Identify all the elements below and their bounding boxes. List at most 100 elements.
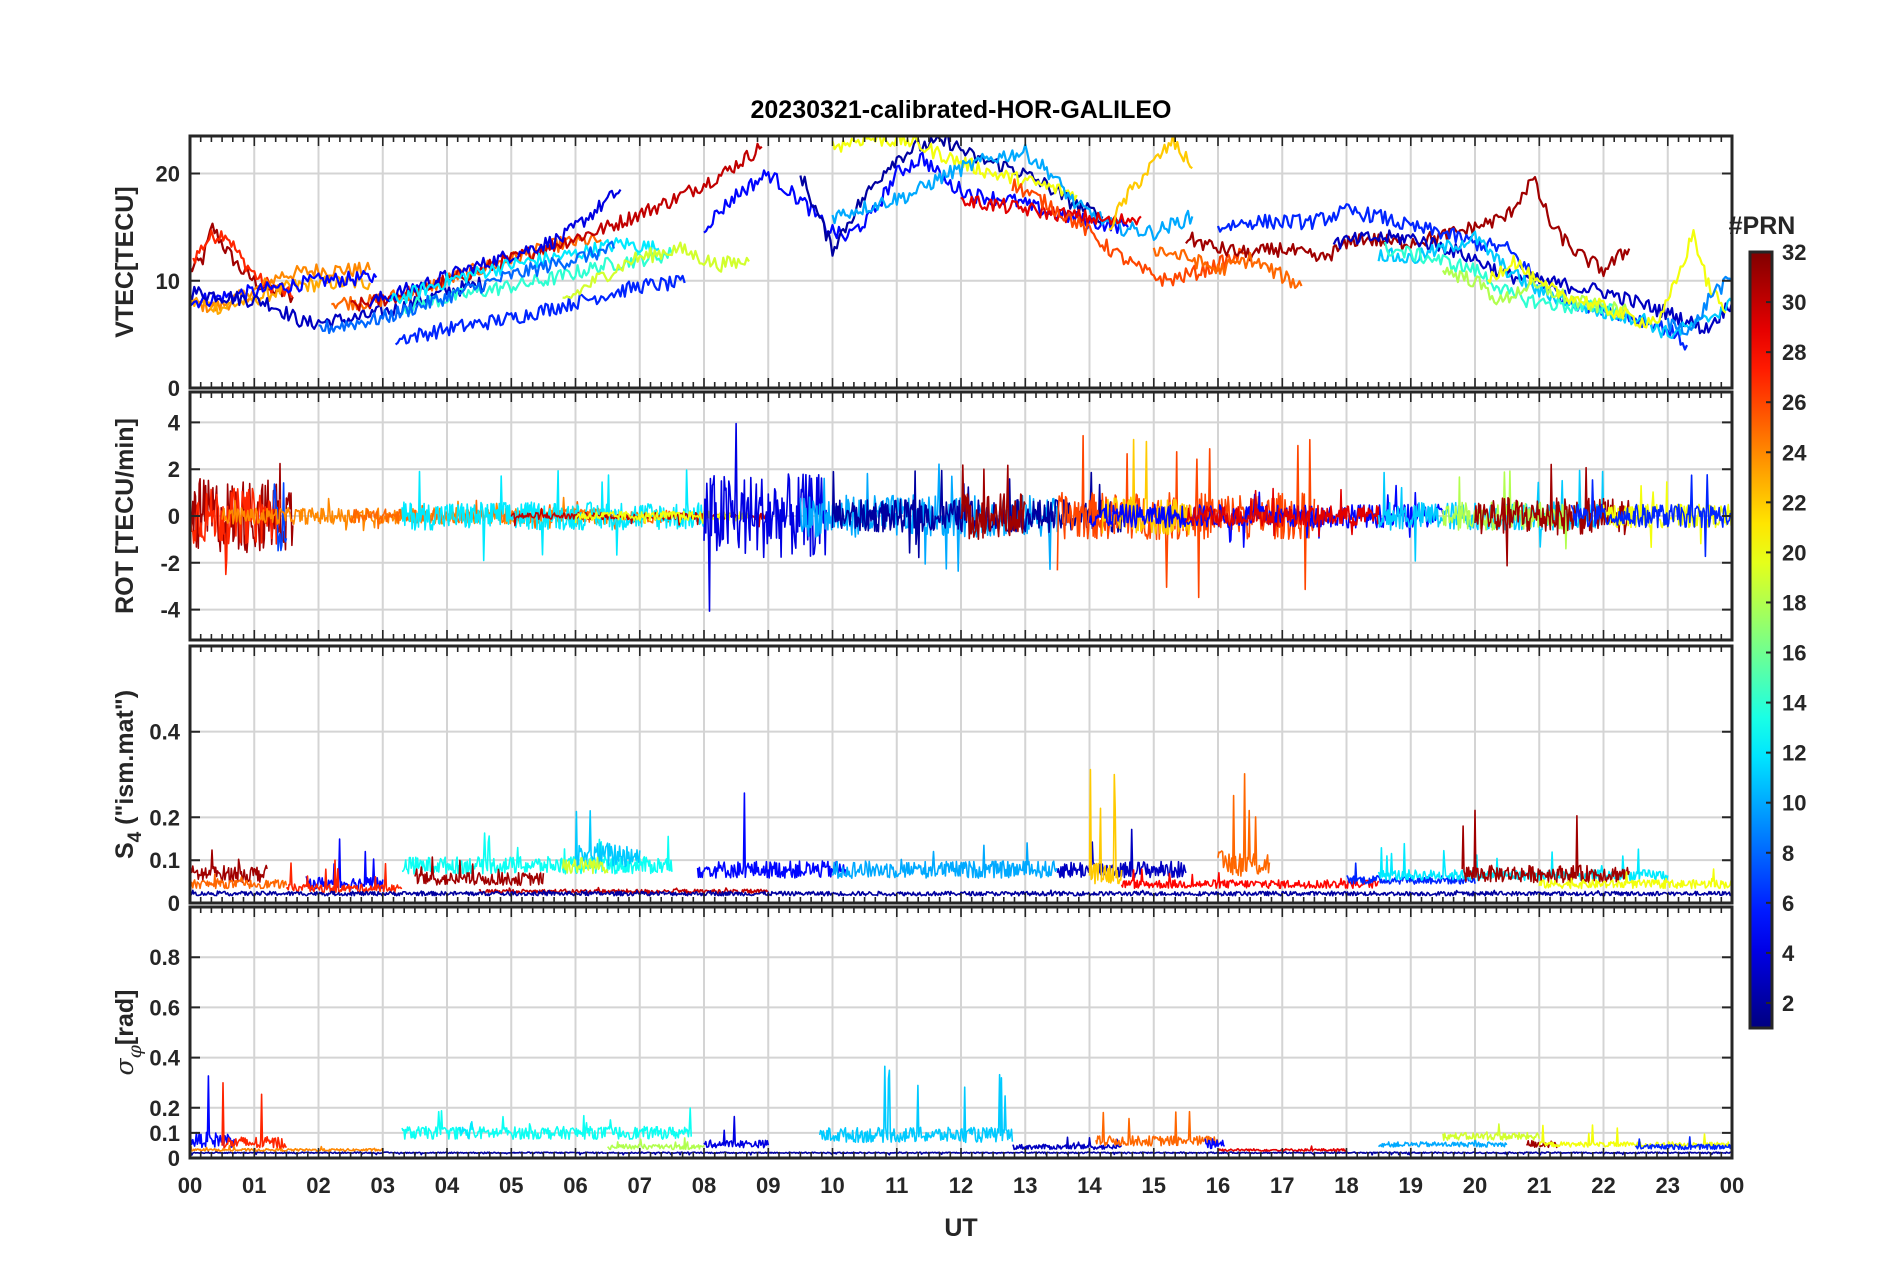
x-tick-label: 13 xyxy=(1013,1173,1037,1198)
y-tick-label: 0.2 xyxy=(149,1096,180,1121)
s4-series-prn-13 xyxy=(401,832,673,875)
colorbar-tick-label: 4 xyxy=(1782,941,1795,966)
panel-sigma_phi: 00.10.2 0.4 0.6 0.8σφ[rad] xyxy=(110,905,1734,1171)
series-group xyxy=(190,422,1732,612)
colorbar-tick-label: 32 xyxy=(1782,240,1806,265)
x-tick-label: 17 xyxy=(1270,1173,1294,1198)
y-axis-title-sigma_phi: σφ[rad] xyxy=(110,990,146,1076)
y-tick-label: 0 xyxy=(168,891,180,916)
colorbar-tick-label: 20 xyxy=(1782,540,1806,565)
y-tick-label: 0.4 xyxy=(149,720,180,745)
x-tick-label: 04 xyxy=(435,1173,460,1198)
sigma_phi-series-prn-13 xyxy=(401,1107,692,1140)
sigma_phi-series-prn-3 xyxy=(1012,1136,1123,1151)
sigma_phi-series-prn-4 xyxy=(703,1115,770,1149)
s4-series-prn-22 xyxy=(1088,768,1123,885)
colorbar-tick-label: 26 xyxy=(1782,390,1806,415)
vtec-series-prn-27 xyxy=(192,229,294,298)
rot-series-prn-4 xyxy=(703,422,827,612)
s4-series-prn-5 xyxy=(696,792,847,879)
rot-series-prn-20 xyxy=(574,510,750,525)
s4-series-prn-31 xyxy=(190,849,268,884)
sigma_phi-series-prn-12 xyxy=(459,1121,474,1140)
colorbar-tick-label: 14 xyxy=(1782,691,1807,716)
s4-series-prn-10 xyxy=(831,842,1059,879)
s4-series-prn-31 xyxy=(1461,809,1630,884)
x-ticks xyxy=(189,392,1733,640)
colorbar-tick-label: 24 xyxy=(1782,440,1807,465)
colorbar-frame xyxy=(1748,250,1774,1030)
y-tick-label: 0.6 xyxy=(149,995,180,1020)
vtec-series-prn-18 xyxy=(1441,266,1630,319)
y-ticks xyxy=(190,730,1732,904)
x-tick-label: 09 xyxy=(756,1173,780,1198)
s4-series-prn-31 xyxy=(414,856,545,887)
y-tick-label: 20 xyxy=(156,162,180,187)
vtec-series-prn-26 xyxy=(1011,178,1245,287)
panel-vtec: 0 10 20 VTEC[TECU] xyxy=(111,134,1734,401)
y-axis-title-rot: ROT [TECU/min] xyxy=(111,418,139,614)
y-tick-label: 0.8 xyxy=(149,945,180,970)
s4-series-prn-5 xyxy=(305,838,384,891)
y-tick-label: 0.1 xyxy=(149,848,180,873)
y-tick-label: -2 xyxy=(160,551,180,576)
series-group xyxy=(190,136,1732,351)
x-tick-labels: 00 01 02 03 04 05 06 07 08 09 10 11 12 13 14 15 16 17 18 19… xyxy=(178,1173,1744,1198)
chart-title: 20230321-calibrated-HOR-GALILEO xyxy=(751,96,1172,124)
colorbar-title: #PRN xyxy=(1729,212,1796,240)
y-tick-label: 10 xyxy=(156,269,180,294)
vtec-series-prn-23 xyxy=(190,275,371,315)
sigma_phi-series-prn-5 xyxy=(190,1075,236,1149)
vtec-series-prn-11 xyxy=(1377,230,1732,340)
vtec-series-prn-9 xyxy=(1666,275,1732,336)
x-tick-label: 21 xyxy=(1527,1173,1551,1198)
colorbar-tick-label: 30 xyxy=(1782,290,1806,315)
s4-series-prn-11 xyxy=(574,810,641,868)
x-tick-label: 01 xyxy=(242,1173,266,1198)
sigma_phi-series-prn-11 xyxy=(818,1065,1014,1144)
rot-series-prn-6 xyxy=(1570,474,1732,558)
x-ticks xyxy=(189,136,1733,388)
vtec-series-prn-22 xyxy=(1108,136,1193,231)
y-tick-label: 0.4 xyxy=(149,1046,180,1071)
x-tick-label: 11 xyxy=(885,1173,908,1198)
x-tick-label: 19 xyxy=(1399,1173,1423,1198)
vtec-series-prn-14 xyxy=(400,246,673,316)
sigma_phi-series-prn-10 xyxy=(1377,1137,1508,1148)
colorbar-gradient xyxy=(1750,252,1772,1028)
rot-series-prn-31 xyxy=(1474,463,1630,567)
vtec-series-prn-2 xyxy=(799,136,1104,257)
y-tick-label: 0 xyxy=(168,504,180,529)
panel-s4: 0 0.1 0.2 0.4S4 ("ism.mat") xyxy=(111,644,1734,916)
y-ticks xyxy=(190,172,1732,389)
colorbar: 32 30 28 26 24 22 20 18 16 14 12 10 8 6 4 2 #PRN xyxy=(1729,212,1807,1030)
x-tick-label: 16 xyxy=(1206,1173,1230,1198)
vtec-series-prn-14 xyxy=(1383,241,1618,316)
vtec-series-prn-8 xyxy=(318,240,616,335)
s4-series-prn-19 xyxy=(561,856,609,875)
vtec-series-prn-19 xyxy=(562,241,750,299)
y-ticks xyxy=(190,421,1732,611)
x-tick-label: 22 xyxy=(1591,1173,1615,1198)
y-axis-title-vtec: VTEC[TECU] xyxy=(111,186,139,337)
x-tick-label: 18 xyxy=(1334,1173,1358,1198)
panel-rot: -4 -2 0 2 4 ROT [TECU/min] xyxy=(111,390,1734,642)
x-tick-label: 06 xyxy=(563,1173,587,1198)
s4-series-prn-20 xyxy=(1538,868,1732,890)
rot-series-prn-7 xyxy=(272,482,288,552)
colorbar-tick-label: 18 xyxy=(1782,590,1806,615)
vtec-series-prn-4 xyxy=(368,189,622,308)
x-tick-label: 23 xyxy=(1656,1173,1680,1198)
y-tick-label: -4 xyxy=(160,598,180,623)
colorbar-tick-label: 2 xyxy=(1782,991,1794,1016)
x-tick-label: 08 xyxy=(692,1173,716,1198)
y-tick-label: 2 xyxy=(168,457,180,482)
x-tick-label: 00 xyxy=(1720,1173,1744,1198)
x-axis-title: UT xyxy=(944,1214,977,1242)
s4-series-prn-25 xyxy=(190,873,288,890)
sigma_phi-series-prn-25 xyxy=(1095,1110,1219,1147)
vtec-series-prn-20 xyxy=(1486,229,1727,329)
x-tick-label: 14 xyxy=(1077,1173,1102,1198)
